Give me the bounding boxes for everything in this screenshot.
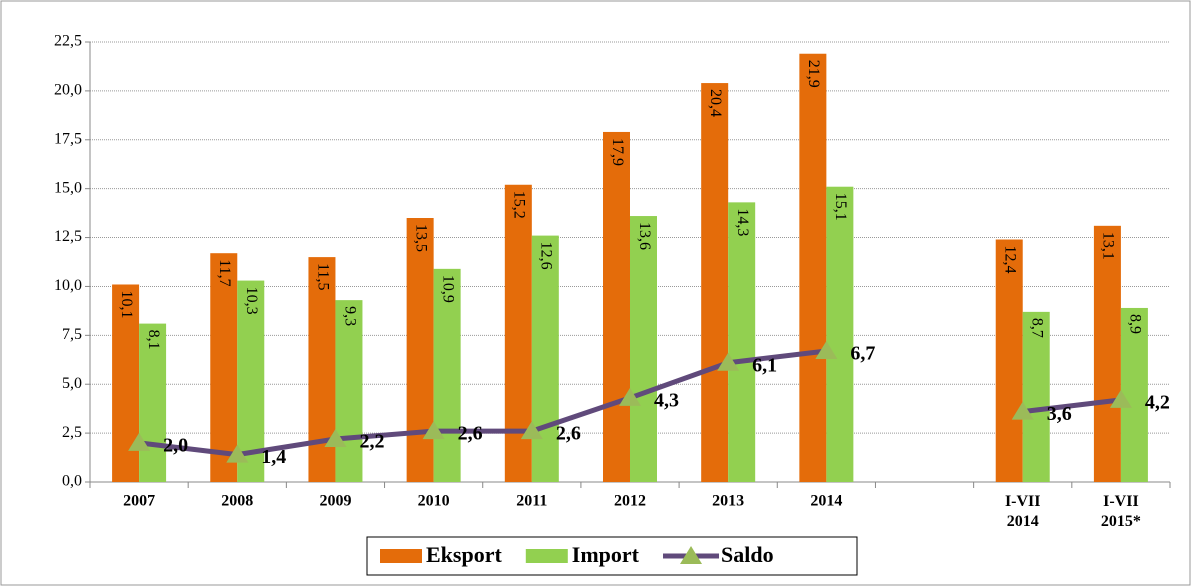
- y-tick-label: 17,5: [54, 130, 82, 147]
- y-tick-label: 22,5: [54, 33, 82, 50]
- line-value-label: 4,2: [1145, 391, 1170, 413]
- legend-label: Import: [572, 542, 640, 567]
- legend-label: Eksport: [426, 542, 502, 567]
- x-tick-label: 2007: [123, 493, 155, 510]
- bar: [1093, 225, 1121, 483]
- x-tick-label: 2013: [712, 493, 744, 510]
- marker: [619, 387, 641, 406]
- bar-value-label: 17,9: [609, 138, 626, 166]
- bar: [826, 186, 854, 482]
- bar-value-label: 12,4: [1002, 246, 1019, 274]
- x-tick-label: 2014: [810, 493, 842, 510]
- y-tick-label: 20,0: [54, 82, 82, 99]
- line-value-label: 2,2: [359, 431, 384, 453]
- bar: [308, 257, 336, 482]
- bar-value-label: 10,3: [243, 287, 260, 315]
- bar: [139, 323, 167, 482]
- y-tick-label: 10,0: [54, 277, 82, 294]
- x-tick-label: I-VII 2015*: [1101, 493, 1141, 530]
- marker: [324, 428, 347, 447]
- bar: [433, 268, 461, 482]
- line-value-label: 2,0: [163, 434, 188, 456]
- line-value-label: 6,1: [752, 354, 777, 376]
- marker: [717, 352, 740, 371]
- bar-value-label: 15,1: [832, 193, 849, 221]
- marker: [422, 421, 445, 440]
- marker: [520, 421, 543, 440]
- line-value-label: 2,6: [556, 423, 581, 445]
- bar-value-label: 11,7: [216, 259, 233, 286]
- line-value-label: 4,3: [654, 390, 679, 412]
- line-value-label: 6,7: [850, 343, 875, 365]
- bar-value-label: 12,6: [538, 242, 555, 270]
- bar-value-label: 13,5: [412, 224, 429, 252]
- bar-value-label: 21,9: [805, 60, 822, 88]
- legend-swatch: [525, 549, 568, 563]
- bar: [531, 235, 559, 482]
- x-tick-label: 2008: [221, 493, 253, 510]
- marker: [1011, 401, 1034, 420]
- line-value-label: 2,6: [458, 423, 483, 445]
- bar: [799, 53, 827, 482]
- marker: [815, 340, 838, 359]
- line: [138, 348, 1122, 458]
- y-tick-label: 0,0: [62, 473, 82, 490]
- marker: [226, 444, 249, 463]
- y-tick-label: 5,0: [62, 375, 82, 392]
- legend-box: [366, 536, 858, 576]
- marker: [1109, 389, 1132, 408]
- x-tick-label: 2012: [614, 493, 646, 510]
- x-tick-label: 2011: [516, 493, 547, 510]
- legend-label: Saldo: [721, 542, 774, 567]
- bar: [237, 280, 265, 482]
- y-tick-label: 15,0: [54, 179, 82, 196]
- line-value-label: 3,6: [1047, 403, 1072, 425]
- bar: [728, 202, 756, 482]
- y-tick-label: 7,5: [62, 326, 82, 343]
- bar: [1022, 311, 1050, 482]
- bar-value-label: 8,1: [145, 330, 162, 350]
- bar-value-label: 13,6: [636, 222, 653, 250]
- bar-value-label: 8,7: [1029, 318, 1046, 338]
- bar-value-label: 9,3: [341, 306, 358, 326]
- legend-swatch: [380, 549, 422, 563]
- bar-value-label: 8,9: [1127, 314, 1144, 334]
- bar-value-label: 15,2: [511, 191, 528, 219]
- bar: [210, 253, 238, 482]
- x-tick-label: 2010: [418, 493, 450, 510]
- bar: [995, 239, 1023, 482]
- x-tick-label: I-VII 2014: [1005, 493, 1041, 530]
- bar-value-label: 20,4: [707, 89, 724, 117]
- x-tick-label: 2009: [319, 493, 351, 510]
- bar: [1120, 307, 1148, 482]
- bar-value-label: 10,9: [439, 275, 456, 303]
- marker: [128, 432, 151, 451]
- y-tick-label: 2,5: [62, 424, 82, 441]
- legend-marker: [680, 546, 703, 564]
- bar: [335, 300, 363, 482]
- bar: [701, 83, 729, 483]
- y-tick-label: 12,5: [54, 228, 82, 245]
- bar-value-label: 10,1: [118, 290, 135, 318]
- bar-value-label: 14,3: [734, 208, 751, 236]
- bar-value-label: 11,5: [314, 263, 331, 290]
- bar-value-label: 13,1: [1100, 232, 1117, 260]
- line-value-label: 1,4: [261, 446, 286, 468]
- bar: [406, 218, 434, 482]
- bar: [630, 216, 657, 483]
- bar: [603, 131, 630, 482]
